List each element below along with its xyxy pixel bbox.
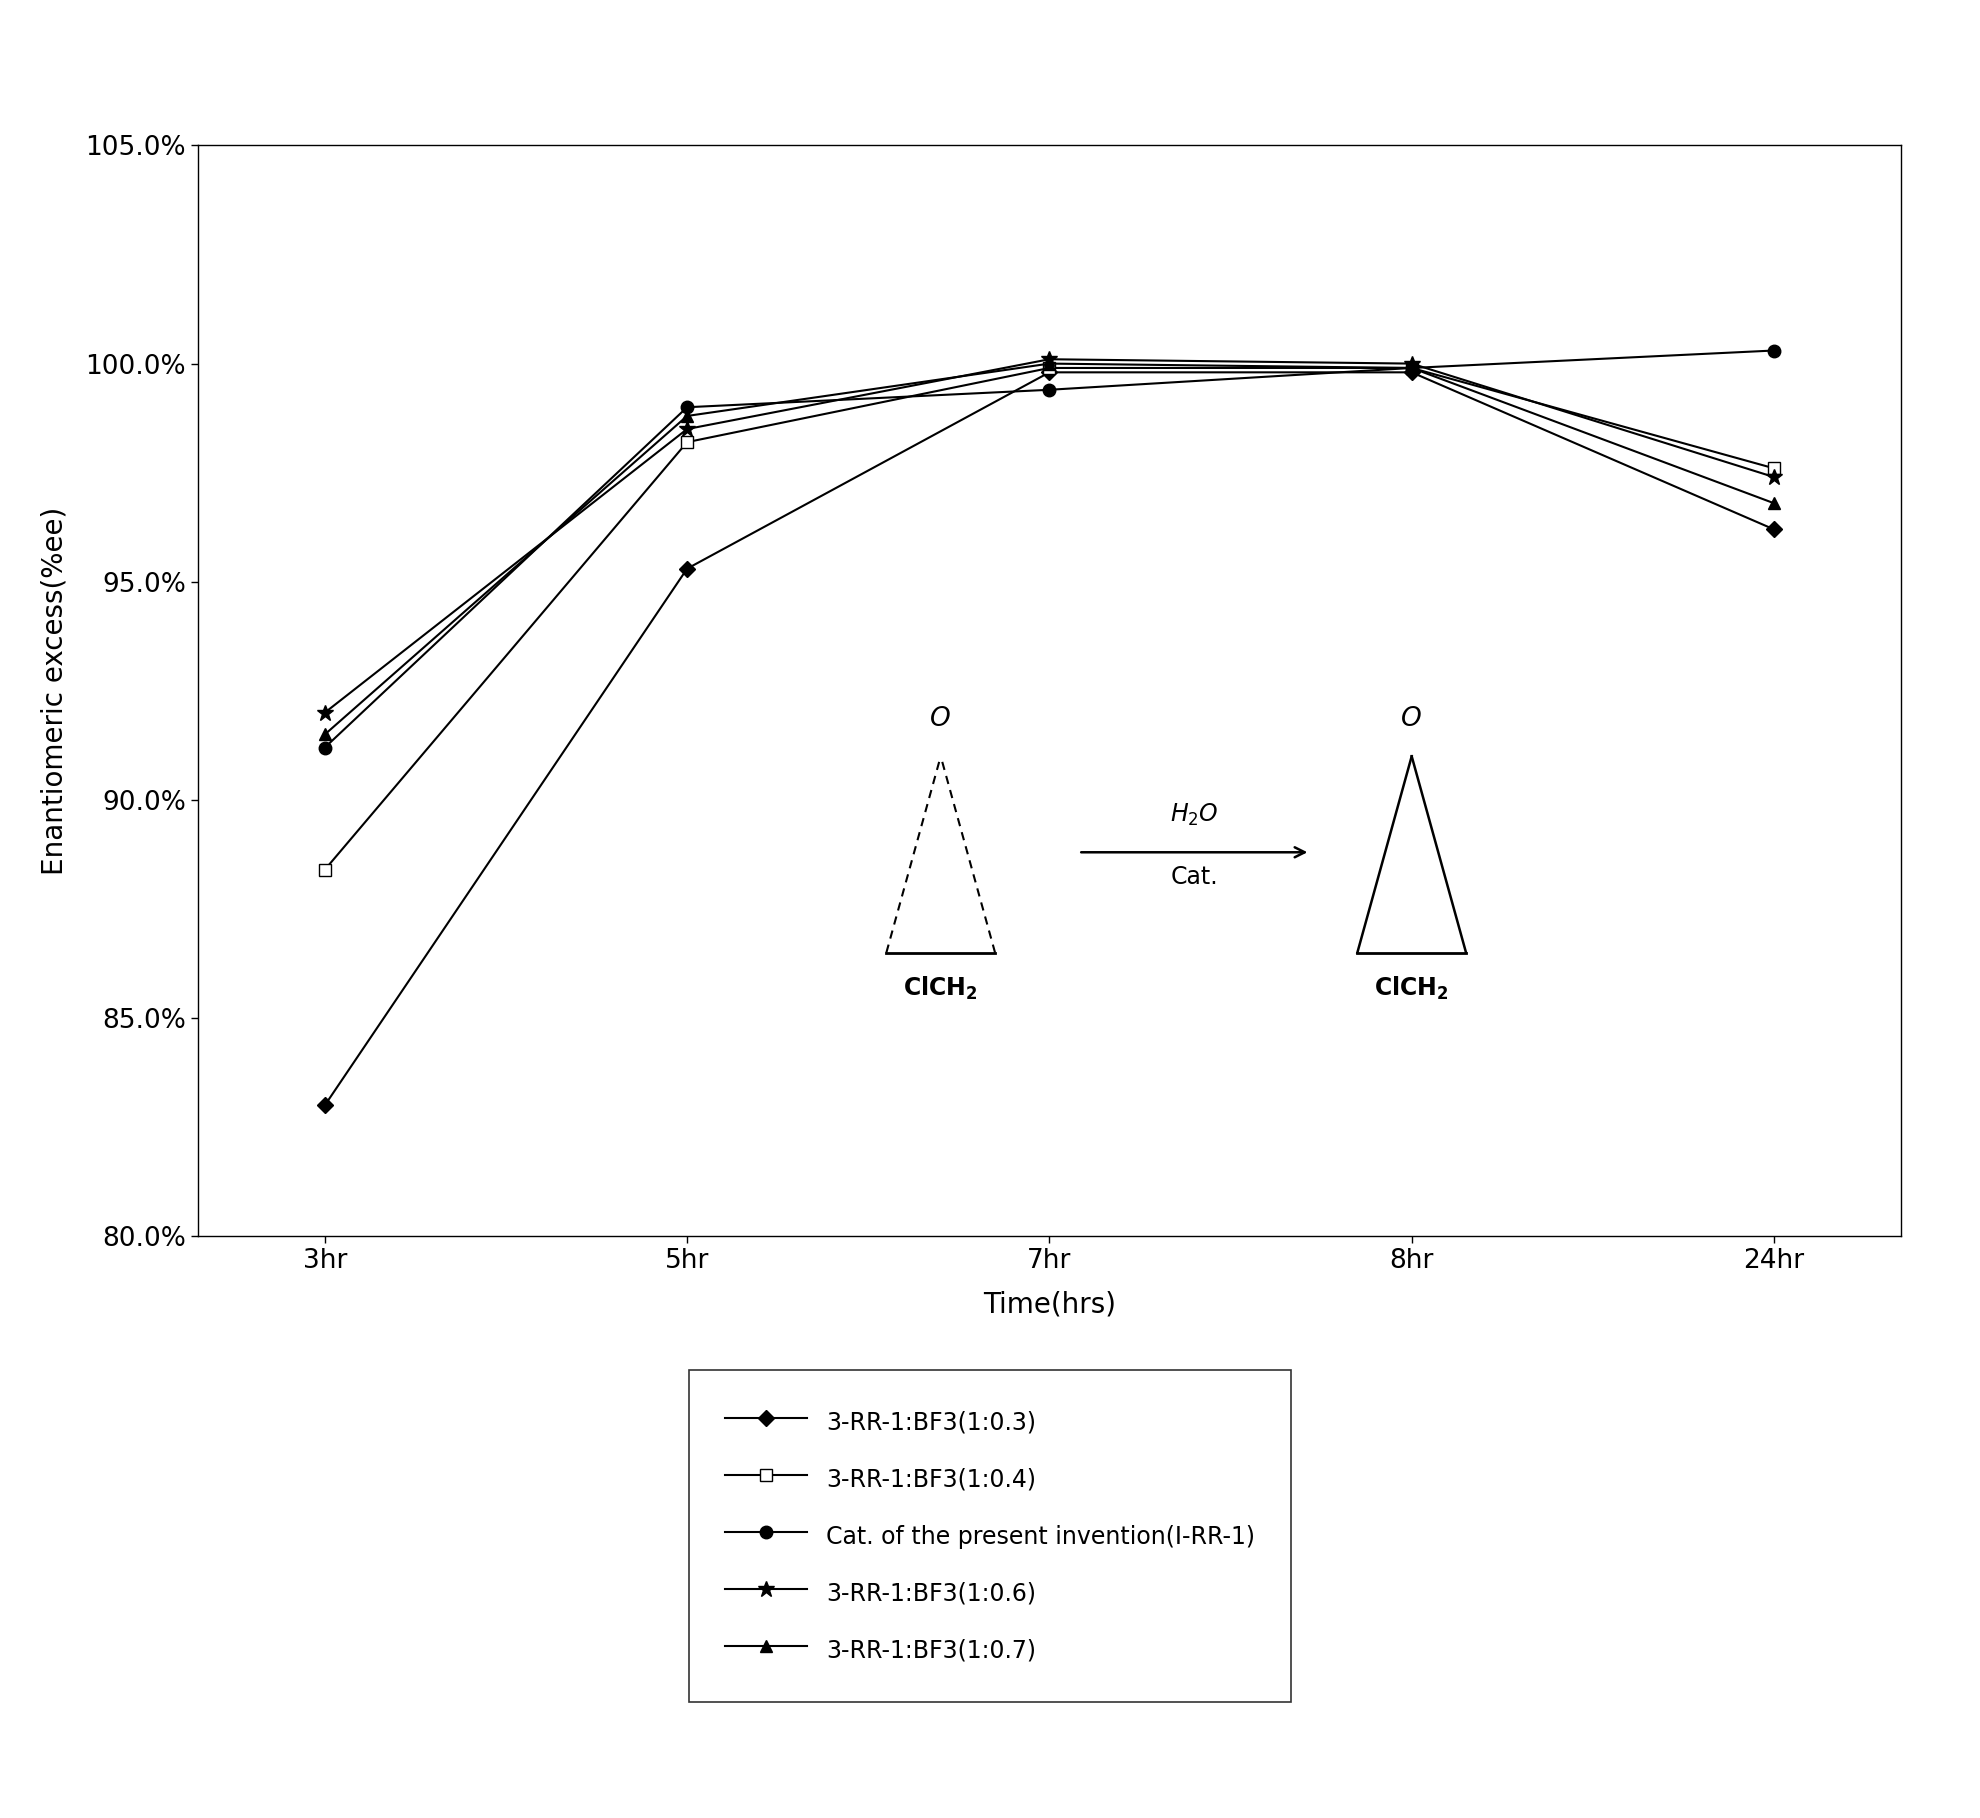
Cat. of the present invention(I-RR-1) bbox=[1038, 378, 1061, 400]
Y-axis label: Enantiomeric excess(%ee): Enantiomeric excess(%ee) bbox=[42, 507, 69, 874]
3-RR-1:BF3(1:0.7) bbox=[1762, 493, 1786, 514]
3-RR-1:BF3(1:0.7) bbox=[313, 724, 337, 745]
Text: Cat.: Cat. bbox=[1170, 865, 1218, 889]
3-RR-1:BF3(1:0.3) bbox=[313, 1094, 337, 1116]
Line: 3-RR-1:BF3(1:0.4): 3-RR-1:BF3(1:0.4) bbox=[319, 362, 1780, 874]
Text: $\mathbf{ClCH_2}$: $\mathbf{ClCH_2}$ bbox=[1374, 974, 1449, 1002]
Cat. of the present invention(I-RR-1) bbox=[1762, 340, 1786, 362]
3-RR-1:BF3(1:0.7) bbox=[1038, 353, 1061, 375]
Legend: 3-RR-1:BF3(1:0.3), 3-RR-1:BF3(1:0.4), Cat. of the present invention(I-RR-1), 3-R: 3-RR-1:BF3(1:0.3), 3-RR-1:BF3(1:0.4), Ca… bbox=[689, 1371, 1291, 1702]
3-RR-1:BF3(1:0.4) bbox=[1038, 356, 1061, 378]
3-RR-1:BF3(1:0.6) bbox=[1400, 353, 1424, 375]
3-RR-1:BF3(1:0.4) bbox=[1762, 458, 1786, 480]
Text: $H_2O$: $H_2O$ bbox=[1170, 802, 1218, 829]
Text: O: O bbox=[1402, 705, 1422, 733]
Text: O: O bbox=[931, 705, 950, 733]
3-RR-1:BF3(1:0.6) bbox=[1762, 465, 1786, 487]
Line: 3-RR-1:BF3(1:0.6): 3-RR-1:BF3(1:0.6) bbox=[317, 351, 1782, 722]
Line: 3-RR-1:BF3(1:0.7): 3-RR-1:BF3(1:0.7) bbox=[319, 358, 1780, 740]
3-RR-1:BF3(1:0.6) bbox=[313, 702, 337, 724]
X-axis label: Time(hrs): Time(hrs) bbox=[982, 1291, 1117, 1318]
Cat. of the present invention(I-RR-1) bbox=[1400, 356, 1424, 378]
Text: $\mathbf{ClCH_2}$: $\mathbf{ClCH_2}$ bbox=[903, 974, 978, 1002]
3-RR-1:BF3(1:0.6) bbox=[675, 418, 699, 440]
3-RR-1:BF3(1:0.7) bbox=[1400, 356, 1424, 378]
3-RR-1:BF3(1:0.4) bbox=[675, 431, 699, 453]
3-RR-1:BF3(1:0.7) bbox=[675, 405, 699, 427]
Line: 3-RR-1:BF3(1:0.3): 3-RR-1:BF3(1:0.3) bbox=[319, 367, 1780, 1111]
3-RR-1:BF3(1:0.6) bbox=[1038, 349, 1061, 371]
3-RR-1:BF3(1:0.3) bbox=[1400, 362, 1424, 384]
Cat. of the present invention(I-RR-1) bbox=[313, 736, 337, 758]
3-RR-1:BF3(1:0.4) bbox=[1400, 356, 1424, 378]
3-RR-1:BF3(1:0.4) bbox=[313, 858, 337, 880]
Line: Cat. of the present invention(I-RR-1): Cat. of the present invention(I-RR-1) bbox=[319, 344, 1780, 754]
Cat. of the present invention(I-RR-1) bbox=[675, 396, 699, 418]
3-RR-1:BF3(1:0.3) bbox=[1762, 518, 1786, 540]
3-RR-1:BF3(1:0.3) bbox=[675, 558, 699, 580]
3-RR-1:BF3(1:0.3) bbox=[1038, 362, 1061, 384]
